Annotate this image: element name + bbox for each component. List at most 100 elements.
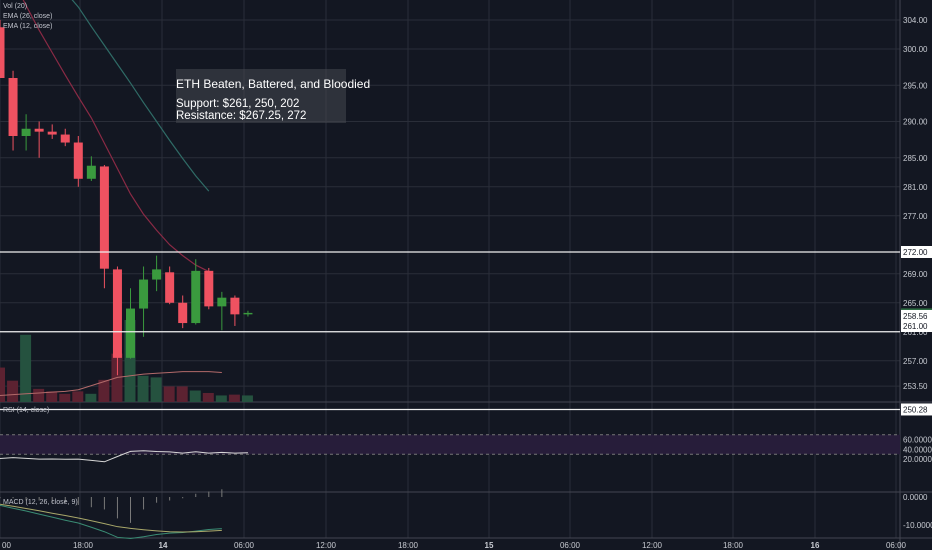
candle-body xyxy=(99,166,109,269)
candle-body xyxy=(152,269,162,280)
candle-body xyxy=(204,270,214,307)
time-tick-label: 18:00 xyxy=(398,541,419,550)
candle-body xyxy=(217,297,227,307)
time-tick-label: 12:00 xyxy=(642,541,663,550)
volume-bar xyxy=(228,394,240,402)
rsi-tick-label: 60.0000 xyxy=(903,436,932,445)
volume-bar xyxy=(163,386,175,402)
price-label-text: 261.00 xyxy=(903,322,928,331)
price-tick-label: 277.00 xyxy=(903,212,928,221)
annotation-box[interactable] xyxy=(176,69,346,123)
price-label-box xyxy=(901,320,932,332)
price-label-box xyxy=(901,403,932,416)
volume-bar xyxy=(0,367,5,402)
volume-bar xyxy=(33,388,45,402)
macd-tick-label: -10.0000 xyxy=(903,521,932,530)
volume-bar xyxy=(202,392,214,402)
time-tick-label: 12:00 xyxy=(316,541,337,550)
candle-body xyxy=(126,308,135,358)
time-tick-label: 06:00 xyxy=(234,541,255,550)
price-tick-label: 261.00 xyxy=(903,328,928,337)
volume-bar xyxy=(85,393,97,402)
rsi-band-layer xyxy=(0,434,900,455)
price-tick-label: 304.00 xyxy=(903,16,928,25)
price-tick-label: 281.00 xyxy=(903,183,928,192)
rsi-line xyxy=(0,450,248,463)
volume-bar xyxy=(176,386,188,402)
volume-bar xyxy=(189,390,201,402)
time-tick-label: 18:00 xyxy=(723,541,744,550)
volume-bar xyxy=(20,334,32,402)
price-tick-label: 300.00 xyxy=(903,45,928,54)
candle-body xyxy=(34,128,44,132)
time-tick-label: 15 xyxy=(485,541,494,550)
ema12-line xyxy=(22,0,210,273)
time-tick-label: 18:00 xyxy=(73,541,94,550)
candle-body xyxy=(165,272,175,303)
volume-bar xyxy=(137,375,149,402)
time-tick-label: 06:00 xyxy=(560,541,581,550)
volume-bar xyxy=(150,377,162,402)
price-label-text: 258.56 xyxy=(903,312,928,321)
price-label-text: 250.28 xyxy=(903,405,928,414)
ema26-line xyxy=(71,0,210,192)
price-tick-label: 285.00 xyxy=(903,154,928,163)
volume-bar xyxy=(98,379,110,402)
macd-signal-line xyxy=(0,503,222,533)
candle-body xyxy=(191,270,201,324)
candles-layer xyxy=(0,20,253,376)
candle-body xyxy=(8,78,18,136)
price-label-box xyxy=(901,310,932,322)
indicator-layer xyxy=(0,450,248,539)
candle-body xyxy=(21,128,31,136)
resistance-annotation: Resistance: $267.25, 272 xyxy=(176,110,307,122)
macd-tick-label: 0.0000 xyxy=(903,493,928,502)
rsi-tick-label: 20.0000 xyxy=(903,455,932,464)
candle-body xyxy=(0,27,5,78)
price-label-box xyxy=(901,246,932,258)
volume-layer xyxy=(0,320,253,402)
price-tick-label: 295.00 xyxy=(903,81,928,90)
price-tick-label: 269.00 xyxy=(903,270,928,279)
support-annotation: Support: $261, 250, 202 xyxy=(176,98,300,110)
vol-indicator-label[interactable]: Vol (20) xyxy=(3,3,28,10)
volume-bar xyxy=(215,395,227,402)
chart-title: ETH Beaten, Battered, and Bloodied xyxy=(176,77,371,91)
rsi-indicator-label[interactable]: RSI (14, close) xyxy=(3,407,50,414)
candle-body xyxy=(230,297,240,315)
price-tick-label: 290.00 xyxy=(903,118,928,127)
volume-bar xyxy=(72,391,84,402)
ema26-indicator-label[interactable]: EMA (26, close) xyxy=(3,13,53,20)
volume-bar xyxy=(7,380,19,402)
macd-line xyxy=(0,504,222,539)
volume-bar xyxy=(241,395,253,402)
volume-bar xyxy=(59,393,71,402)
candle-body xyxy=(178,302,188,324)
price-tick-label: 253.50 xyxy=(903,382,928,391)
candle-body xyxy=(86,165,96,179)
volume-bar xyxy=(124,320,136,402)
time-tick-label: 14 xyxy=(159,541,168,550)
time-tick-label: 16 xyxy=(811,541,820,550)
candle-body xyxy=(243,312,253,315)
time-tick-label: 00 xyxy=(2,541,11,550)
volume-ma-line xyxy=(0,371,222,396)
price-tick-label: 257.00 xyxy=(903,357,928,366)
candle-body xyxy=(112,269,122,358)
candle-body xyxy=(73,142,83,179)
macd-indicator-label[interactable]: MACD (12, 26, close, 9) xyxy=(3,499,78,506)
rsi-band xyxy=(0,434,900,455)
candle-body xyxy=(47,131,57,135)
price-tick-label: 265.00 xyxy=(903,299,928,308)
volume-bar xyxy=(46,391,58,402)
candle-body xyxy=(139,279,149,309)
ema-layer xyxy=(22,0,210,273)
price-label-text: 272.00 xyxy=(903,248,928,257)
horizontal-levels[interactable] xyxy=(0,251,900,411)
rsi-tick-label: 40.0000 xyxy=(903,445,932,454)
candle-body xyxy=(60,134,70,143)
ema12-indicator-label[interactable]: EMA (12, close) xyxy=(3,23,53,30)
